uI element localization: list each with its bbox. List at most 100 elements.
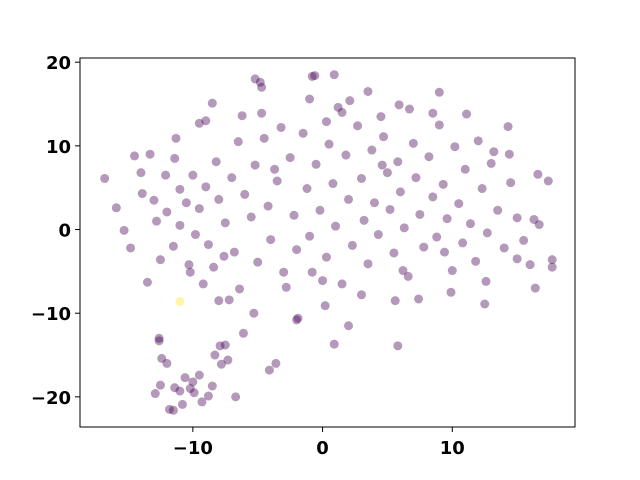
point — [519, 235, 529, 245]
point — [194, 204, 204, 214]
point — [157, 353, 167, 363]
point — [198, 279, 208, 289]
point — [175, 386, 185, 396]
point — [415, 209, 425, 219]
point — [385, 204, 395, 214]
point — [100, 173, 110, 183]
point — [240, 189, 250, 199]
point — [438, 179, 448, 189]
point — [331, 221, 341, 231]
point — [399, 223, 409, 233]
point — [259, 133, 269, 143]
point — [321, 252, 331, 262]
point — [285, 153, 295, 163]
x-tick-label: −10 — [173, 438, 213, 459]
point — [543, 176, 553, 186]
plot-frame — [79, 57, 576, 428]
point — [220, 218, 230, 228]
point — [207, 98, 217, 108]
point — [482, 228, 492, 238]
point — [165, 404, 175, 414]
point — [161, 170, 171, 180]
point — [111, 203, 121, 213]
point — [257, 82, 267, 92]
point — [321, 117, 331, 127]
point — [188, 377, 198, 387]
point — [177, 399, 187, 409]
point — [168, 241, 178, 251]
point — [369, 198, 379, 208]
point — [190, 230, 200, 240]
point — [389, 248, 399, 258]
point — [203, 391, 213, 401]
point — [150, 389, 160, 399]
point — [493, 205, 503, 215]
point — [460, 164, 470, 174]
point — [227, 173, 237, 183]
point — [257, 108, 267, 118]
point — [428, 192, 438, 202]
point — [253, 257, 263, 267]
point — [344, 194, 354, 204]
point — [175, 184, 185, 194]
point — [180, 373, 190, 383]
point — [345, 96, 355, 106]
point — [207, 381, 217, 391]
point — [214, 194, 224, 204]
point — [298, 128, 308, 138]
point — [408, 138, 418, 148]
point — [126, 243, 136, 253]
point — [390, 296, 400, 306]
point — [216, 359, 226, 369]
point — [310, 71, 320, 81]
point — [264, 365, 274, 375]
point — [281, 282, 291, 292]
point — [344, 321, 354, 331]
point — [155, 255, 165, 265]
point — [155, 380, 165, 390]
point — [162, 358, 172, 368]
point — [373, 230, 383, 240]
point — [171, 133, 181, 143]
point — [503, 122, 513, 132]
point — [529, 214, 539, 224]
point — [454, 199, 464, 209]
point — [341, 150, 351, 160]
point — [194, 118, 204, 128]
point — [462, 109, 472, 119]
point — [238, 328, 248, 338]
point — [233, 137, 243, 147]
point — [293, 313, 303, 323]
point — [481, 276, 491, 286]
point — [353, 121, 363, 131]
point — [210, 350, 220, 360]
point — [473, 136, 483, 146]
point — [525, 260, 535, 270]
point — [162, 207, 172, 217]
point — [547, 262, 557, 272]
point — [229, 247, 239, 257]
point — [231, 392, 241, 402]
point — [547, 255, 557, 265]
point — [250, 160, 260, 170]
y-tick-label: −10 — [31, 304, 71, 325]
point — [499, 243, 509, 253]
point — [311, 159, 321, 169]
point — [394, 100, 404, 110]
point — [152, 216, 162, 226]
point — [447, 266, 457, 276]
point — [512, 254, 522, 264]
point — [419, 242, 429, 252]
point — [376, 112, 386, 122]
point — [398, 266, 408, 276]
point — [446, 287, 456, 297]
point — [471, 256, 481, 266]
point — [302, 184, 312, 194]
point — [263, 201, 273, 211]
x-tick-label: 10 — [440, 438, 465, 459]
point — [276, 122, 286, 132]
point — [255, 77, 265, 87]
point — [185, 384, 195, 394]
y-tick-label: −20 — [31, 388, 71, 409]
point — [214, 296, 224, 306]
